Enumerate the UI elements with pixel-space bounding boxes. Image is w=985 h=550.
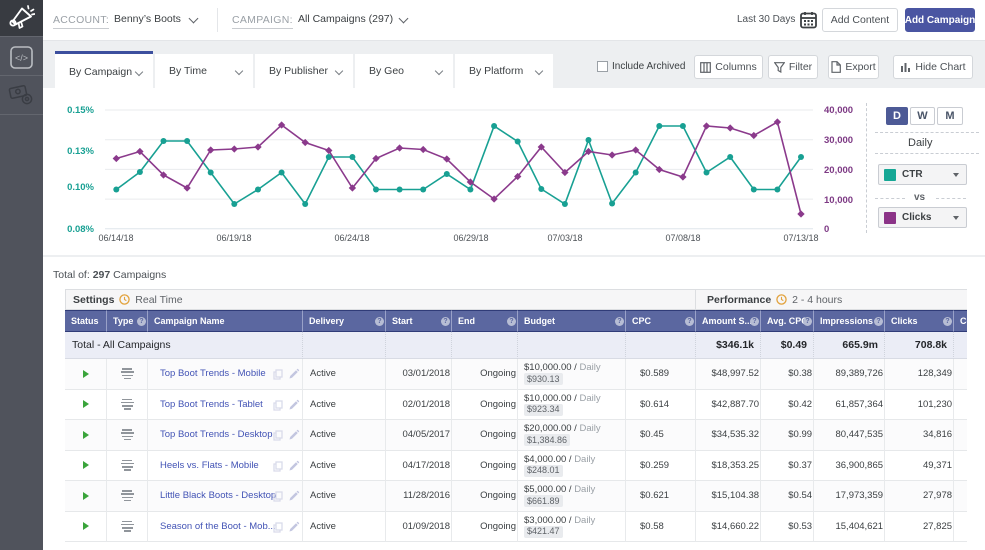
svg-text:30,000: 30,000 <box>824 135 853 146</box>
svg-text:20,000: 20,000 <box>824 165 853 176</box>
svg-text:06/14/18: 06/14/18 <box>98 233 133 243</box>
svg-text:06/19/18: 06/19/18 <box>216 233 251 243</box>
svg-text:0.08%: 0.08% <box>67 224 94 235</box>
svg-text:0.15%: 0.15% <box>67 105 94 116</box>
svg-text:0.13%: 0.13% <box>67 146 94 157</box>
svg-text:07/03/18: 07/03/18 <box>547 233 582 243</box>
svg-text:06/29/18: 06/29/18 <box>453 233 488 243</box>
svg-text:07/13/18: 07/13/18 <box>783 233 818 243</box>
svg-text:40,000: 40,000 <box>824 105 853 116</box>
svg-text:07/08/18: 07/08/18 <box>665 233 700 243</box>
svg-text:10,000: 10,000 <box>824 195 853 206</box>
svg-text:</>: </> <box>15 53 28 63</box>
svg-text:06/24/18: 06/24/18 <box>334 233 369 243</box>
svg-text:0: 0 <box>824 224 829 235</box>
svg-text:0.10%: 0.10% <box>67 182 94 193</box>
